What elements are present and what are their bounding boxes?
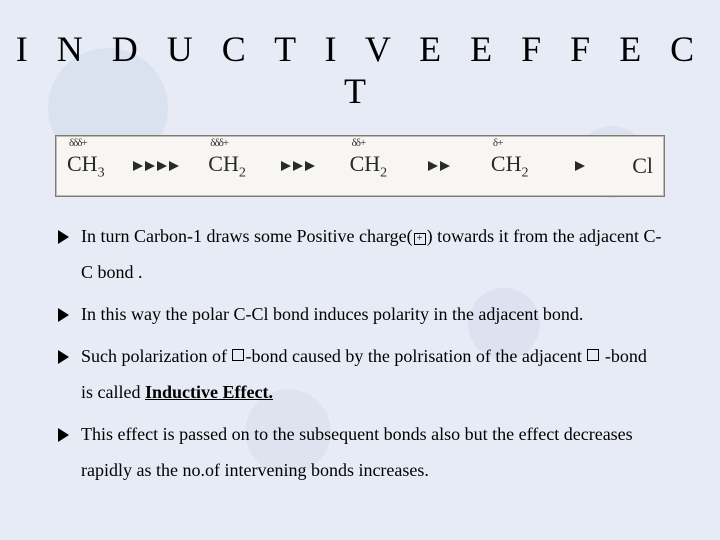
molecule-subscript: 2 <box>380 165 387 180</box>
placeholder-glyph <box>587 349 599 361</box>
page-title: I N D U C T I V E E F F E C T <box>0 0 720 112</box>
placeholder-glyph <box>232 349 244 361</box>
molecule-diagram: CH3δδδ+CH2δδδ+CH2δδ+CH2δ+Cl <box>56 136 664 196</box>
molecule-label: CH <box>67 151 98 176</box>
list-item: Such polarization of -bond caused by the… <box>58 338 662 410</box>
bullet-icon <box>58 350 69 364</box>
list-item: In turn Carbon-1 draws some Positive cha… <box>58 218 662 290</box>
arrow-icon <box>428 161 438 171</box>
bullet-icon <box>58 230 69 244</box>
partial-charge: δδδ+ <box>69 137 87 149</box>
molecule-group: CH2δδδ+ <box>208 151 246 181</box>
bullet-list: In turn Carbon-1 draws some Positive cha… <box>0 196 720 488</box>
partial-charge: δ+ <box>493 137 502 149</box>
molecule-label: CH <box>350 151 381 176</box>
arrow-icon <box>157 161 167 171</box>
molecule-subscript: 3 <box>98 165 105 180</box>
term-emphasis: Inductive Effect. <box>145 382 273 402</box>
list-item-text: This effect is passed on to the subseque… <box>81 416 662 488</box>
arrow-icon <box>169 161 179 171</box>
bond-arrows <box>387 161 491 171</box>
bond-arrows <box>528 161 632 171</box>
list-item-text: Such polarization of -bond caused by the… <box>81 338 662 410</box>
bullet-icon <box>58 308 69 322</box>
arrow-icon <box>440 161 450 171</box>
molecule-group: CH2δδ+ <box>350 151 388 181</box>
arrow-icon <box>281 161 291 171</box>
arrow-icon <box>575 161 585 171</box>
molecule-group: Cl <box>632 153 653 179</box>
bond-arrows <box>246 161 350 171</box>
list-item-text: In turn Carbon-1 draws some Positive cha… <box>81 218 662 290</box>
molecule-subscript: 2 <box>521 165 528 180</box>
arrow-icon <box>293 161 303 171</box>
molecule-label: CH <box>208 151 239 176</box>
bullet-icon <box>58 428 69 442</box>
partial-charge: δδδ+ <box>210 137 228 149</box>
list-item: In this way the polar C-Cl bond induces … <box>58 296 662 332</box>
partial-charge: δδ+ <box>352 137 366 149</box>
arrow-icon <box>145 161 155 171</box>
list-item: This effect is passed on to the subseque… <box>58 416 662 488</box>
arrow-icon <box>133 161 143 171</box>
arrow-icon <box>305 161 315 171</box>
molecule-label: Cl <box>632 153 653 178</box>
molecule-group: CH3δδδ+ <box>67 151 105 181</box>
molecule-subscript: 2 <box>239 165 246 180</box>
molecule-label: CH <box>491 151 522 176</box>
bond-arrows <box>105 161 209 171</box>
molecule-group: CH2δ+ <box>491 151 529 181</box>
placeholder-glyph: + <box>414 233 426 245</box>
list-item-text: In this way the polar C-Cl bond induces … <box>81 296 662 332</box>
